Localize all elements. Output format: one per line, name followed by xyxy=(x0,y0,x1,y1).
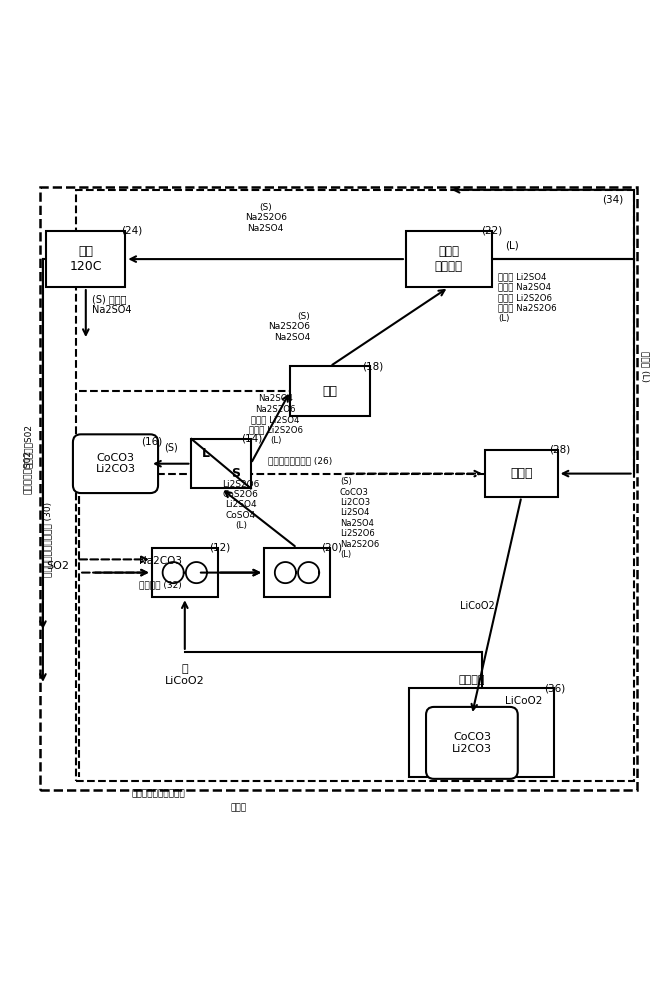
Text: CoCO3
Li2CO3: CoCO3 Li2CO3 xyxy=(96,453,135,474)
Text: 用于冲洗的再循环的水: 用于冲洗的再循环的水 xyxy=(132,789,185,798)
Text: L: L xyxy=(202,447,211,460)
Text: Na2SO4
Na2S2O6
剩余的 Li2SO4
剩余的 Li2S2O6
(L): Na2SO4 Na2S2O6 剩余的 Li2SO4 剩余的 Li2S2O6 (L… xyxy=(249,394,302,445)
FancyBboxPatch shape xyxy=(73,434,158,493)
Text: 用于冲洗的再循环的水 (30): 用于冲洗的再循环的水 (30) xyxy=(43,502,52,577)
Text: (S)
Na2S2O6
Na2SO4: (S) Na2S2O6 Na2SO4 xyxy=(268,312,310,342)
Text: (22): (22) xyxy=(481,226,502,236)
Bar xyxy=(406,231,492,287)
Text: 加热
120C: 加热 120C xyxy=(69,245,102,273)
Text: 冲洗废水 (32): 冲洗废水 (32) xyxy=(139,580,182,589)
Text: SO2: SO2 xyxy=(46,561,69,571)
Text: (S)
Na2S2O6
Na2SO4: (S) Na2S2O6 Na2SO4 xyxy=(245,203,286,233)
Text: 晶体: 晶体 xyxy=(323,385,337,398)
Text: LiCoO2: LiCoO2 xyxy=(505,696,543,706)
Bar xyxy=(290,366,370,416)
Text: (18): (18) xyxy=(362,361,383,371)
Text: (16): (16) xyxy=(141,436,162,446)
Text: (20): (20) xyxy=(321,543,342,553)
Text: (24): (24) xyxy=(121,226,143,236)
Text: 电池材料: 电池材料 xyxy=(459,675,485,685)
Text: 剩余的 Li2SO4
剩余的 Na2SO4
剩余的 Li2S2O6
剩余的 Na2S2O6
(L): 剩余的 Li2SO4 剩余的 Na2SO4 剩余的 Li2S2O6 剩余的 Na… xyxy=(498,272,557,323)
Text: (28): (28) xyxy=(549,445,570,455)
Text: LiCoO2: LiCoO2 xyxy=(460,601,495,611)
Text: (L): (L) xyxy=(505,241,519,251)
Text: 水和锂的回收环路 (26): 水和锂的回收环路 (26) xyxy=(268,456,333,465)
Bar xyxy=(485,450,558,497)
Text: (36): (36) xyxy=(544,683,565,693)
Bar xyxy=(76,190,634,780)
Bar xyxy=(46,231,125,287)
Text: 回到浸出的S02: 回到浸出的S02 xyxy=(22,450,32,494)
Text: 回到浸出的S02: 回到浸出的S02 xyxy=(24,424,33,468)
Bar xyxy=(191,439,251,488)
Text: (S)
CoCO3
Li2CO3
Li2SO4
Na2SO4
Li2S2O6
Na2S2O6
(L): (S) CoCO3 Li2CO3 Li2SO4 Na2SO4 Li2S2O6 N… xyxy=(340,477,379,559)
Text: (S) 高纯度
Na2SO4: (S) 高纯度 Na2SO4 xyxy=(92,294,132,315)
Text: CoCO3
Li2CO3: CoCO3 Li2CO3 xyxy=(452,732,492,754)
Text: 纳滤器: 纳滤器 xyxy=(510,467,533,480)
Text: 浓缩物 (L): 浓缩物 (L) xyxy=(640,351,649,382)
Bar xyxy=(264,548,330,597)
Text: (12): (12) xyxy=(209,543,230,553)
Text: (S): (S) xyxy=(164,442,178,452)
Text: 离心机
或过滤器: 离心机 或过滤器 xyxy=(435,245,463,273)
Text: Li2S2O6
CoS2O6
Li2SO4
CoSO4
(L): Li2S2O6 CoS2O6 Li2SO4 CoSO4 (L) xyxy=(222,480,259,530)
Text: S: S xyxy=(232,467,240,480)
Text: Na2CO3: Na2CO3 xyxy=(139,556,182,566)
Bar xyxy=(152,548,218,597)
Text: (34): (34) xyxy=(603,195,624,205)
Text: 废
LiCoO2: 废 LiCoO2 xyxy=(165,664,205,686)
Text: 任选的: 任选的 xyxy=(231,804,247,813)
Text: (14): (14) xyxy=(242,434,263,444)
FancyBboxPatch shape xyxy=(426,707,517,779)
Bar xyxy=(409,688,554,777)
